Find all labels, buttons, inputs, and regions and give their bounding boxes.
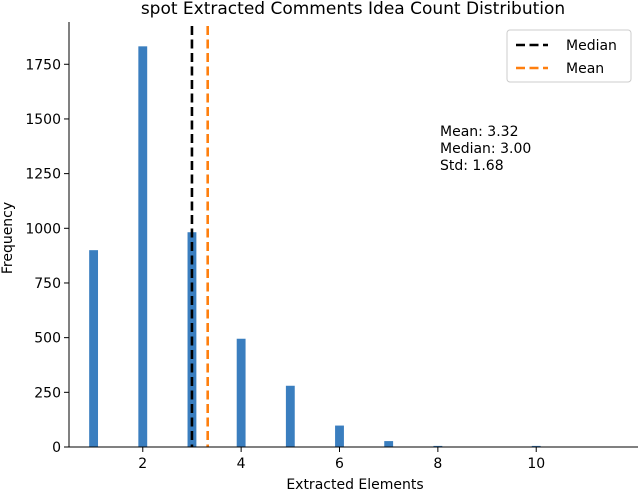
y-tick-label: 250 — [34, 385, 61, 401]
histogram-bar — [384, 441, 394, 447]
legend-label: Median — [566, 38, 617, 54]
histogram-bar — [433, 445, 443, 447]
x-tick-label: 2 — [138, 456, 147, 472]
x-tick-label: 4 — [237, 456, 246, 472]
histogram-bar — [236, 338, 246, 447]
y-tick-label: 1750 — [25, 57, 61, 73]
legend-label: Mean — [566, 61, 604, 77]
y-tick-label: 0 — [52, 440, 61, 456]
chart-title: spot Extracted Comments Idea Count Distr… — [141, 0, 565, 19]
histogram-bar — [138, 46, 148, 447]
stats-text-line: Mean: 3.32 — [440, 124, 518, 140]
histogram-bar — [89, 250, 99, 447]
x-tick-label: 6 — [335, 456, 344, 472]
y-tick-label: 500 — [34, 331, 61, 347]
x-axis-label: Extracted Elements — [286, 477, 423, 491]
histogram-bar — [335, 425, 344, 447]
x-tick-label: 10 — [527, 456, 545, 472]
stats-text-line: Std: 1.68 — [440, 158, 504, 174]
y-tick-label: 1000 — [25, 221, 61, 237]
y-tick-label: 750 — [34, 276, 61, 292]
stats-text-line: Median: 3.00 — [440, 141, 531, 157]
y-tick-label: 1250 — [25, 167, 61, 183]
y-axis-label: Frequency — [0, 202, 16, 274]
histogram-bar — [531, 445, 541, 447]
histogram-bar — [285, 385, 295, 447]
y-tick-label: 1500 — [25, 112, 61, 128]
legend: Median Mean — [506, 29, 632, 83]
x-tick-label: 8 — [433, 456, 442, 472]
